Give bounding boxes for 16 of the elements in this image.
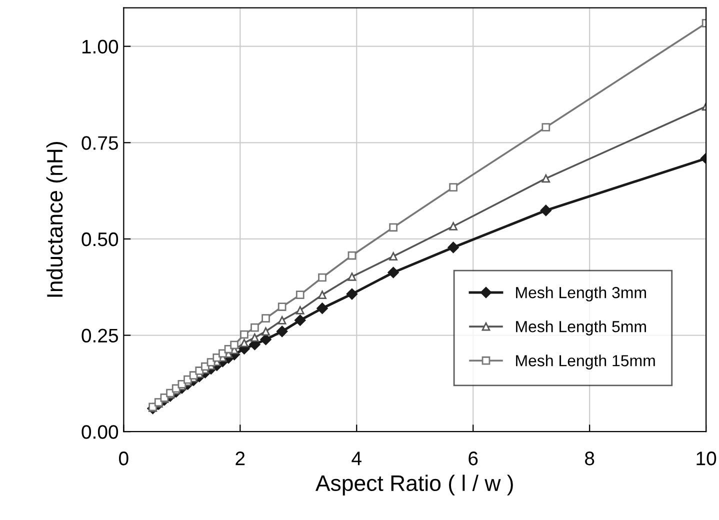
y-tick-label: 0.00 <box>82 425 118 439</box>
x-tick-label: 2 <box>236 452 245 466</box>
x-axis-title: Aspect Ratio ( l / w ) <box>316 474 513 496</box>
legend-label: Mesh Length 15mm <box>516 354 655 370</box>
legend-label: Mesh Length 5mm <box>516 320 646 336</box>
y-axis-title: Inductance (nH) <box>46 142 68 297</box>
y-tick-label: 1.00 <box>82 40 118 54</box>
y-tick-label: 0.75 <box>82 136 118 150</box>
x-tick-label: 6 <box>468 452 478 466</box>
x-tick-label: 4 <box>352 452 362 466</box>
y-tick-label: 0.25 <box>82 328 118 343</box>
legend-label: Mesh Length 3mm <box>516 286 646 302</box>
x-tick-label: 10 <box>696 452 716 466</box>
y-tick-label: 0.50 <box>82 232 118 246</box>
x-tick-label: 8 <box>585 452 594 466</box>
x-tick-label: 0 <box>119 452 128 466</box>
